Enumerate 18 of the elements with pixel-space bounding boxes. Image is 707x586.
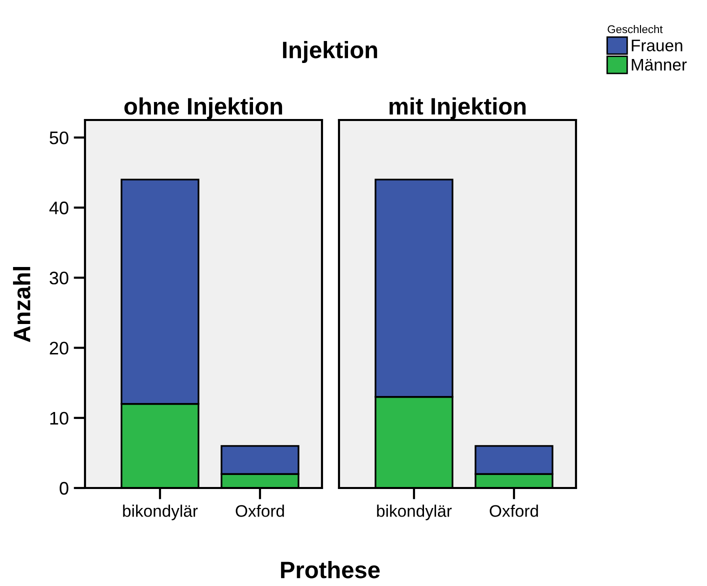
x-tick-label: bikondylär — [123, 504, 198, 520]
legend-title: Geschlecht — [608, 25, 663, 34]
legend-label: Frauen — [632, 40, 682, 52]
x-tick-label: Oxford — [236, 504, 284, 517]
y-tick-label: 40 — [49, 202, 68, 214]
y-tick-label: 0 — [60, 482, 68, 495]
chart-title: ohne Injektion — [124, 97, 282, 120]
x-axis-title: Prothese — [281, 560, 380, 578]
legend-label: Männer — [632, 59, 687, 71]
x-tick-label: Oxford — [490, 504, 538, 517]
y-tick-label: 10 — [50, 412, 68, 425]
y-axis-title: Anzahl — [13, 266, 30, 342]
y-tick-label: 50 — [50, 131, 68, 144]
chart-title: mit Injektion — [390, 97, 526, 120]
y-tick-label: 20 — [50, 342, 68, 355]
x-tick-label: bikondylär — [377, 504, 452, 520]
chart-subtitle: Injektion — [283, 40, 378, 64]
y-tick-label: 30 — [50, 272, 68, 284]
